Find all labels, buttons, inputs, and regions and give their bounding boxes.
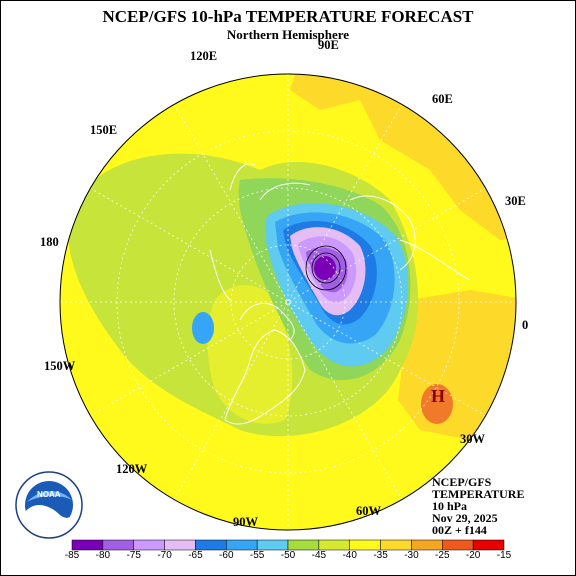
lon-label-30e: 30E — [505, 194, 526, 208]
lon-label-120w: 120W — [116, 462, 148, 476]
temperature-field — [60, 74, 516, 530]
lon-label-60e: 60E — [432, 92, 453, 106]
map-outline — [59, 73, 517, 531]
colorbar-swatch — [195, 539, 227, 551]
colorbar-swatch — [164, 539, 196, 551]
colorbar-tick-label: -60 — [219, 550, 234, 561]
lon-label-30w: 30W — [460, 432, 485, 446]
colorbar-tick-label: -45 — [311, 550, 327, 561]
colorbar-tick-label: -50 — [280, 550, 296, 561]
colorbar-tick-label: -40 — [342, 550, 357, 561]
colorbar-swatch — [380, 539, 412, 551]
colorbar-tick-label: -55 — [249, 550, 265, 561]
colorbar-tick-label: -20 — [465, 550, 481, 561]
warm-region-east — [398, 290, 516, 440]
lon-label-120e: 120E — [190, 49, 218, 63]
forecast-info: NCEP/GFS TEMPERATURE 10 hPa Nov 29, 2025… — [432, 476, 524, 536]
high-pressure-marker: H — [431, 386, 446, 406]
colorbar-swatch — [256, 539, 289, 551]
colorbar-tick-label: -85 — [64, 550, 80, 561]
colorbar-tick-label: -30 — [404, 550, 419, 561]
lon-label-150e: 150E — [90, 123, 118, 137]
lon-label-90e: 90E — [318, 38, 339, 52]
coastlines — [209, 163, 471, 425]
colorbar-tick-label: -25 — [435, 550, 450, 561]
lon-label-60w: 60W — [356, 504, 381, 518]
colorbar-swatch — [349, 539, 381, 551]
colorbar-swatch — [71, 539, 104, 551]
colorbar-tick-label: -75 — [126, 550, 141, 561]
colorbar-swatch — [287, 539, 320, 551]
colorbar-swatch — [102, 539, 134, 551]
lon-label-0: 0 — [522, 318, 529, 332]
colorbar-swatch — [442, 539, 474, 551]
lon-label-180: 180 — [40, 235, 59, 249]
colorbar-swatch — [318, 539, 350, 551]
chart-title: NCEP/GFS 10-hPa TEMPERATURE FORECAST — [102, 7, 474, 26]
noaa-logo-text: NOAA — [37, 490, 61, 499]
chart-subtitle: Northern Hemisphere — [226, 27, 350, 42]
colorbar-tick-label: -65 — [188, 550, 203, 561]
colorbar-swatch — [411, 539, 443, 551]
info-level: 10 hPa — [432, 499, 468, 513]
lon-label-150w: 150W — [44, 359, 76, 373]
cold-patch-west — [192, 312, 214, 344]
colorbar-tick-label: -80 — [95, 550, 111, 561]
info-date: Nov 29, 2025 — [432, 511, 498, 525]
cold-core — [314, 256, 336, 280]
info-variable: TEMPERATURE — [432, 487, 525, 501]
colorbar-swatch — [133, 539, 165, 551]
colorbar-tick-label: -15 — [496, 550, 512, 561]
contours — [305, 245, 347, 291]
warm-core-h — [421, 384, 453, 424]
colorbar — [71, 539, 505, 551]
graticule — [60, 74, 516, 530]
info-model: NCEP/GFS — [432, 475, 492, 489]
colorbar-swatch — [472, 539, 505, 551]
band-na-tongue — [207, 285, 293, 424]
colorbar-tick-label: -70 — [157, 550, 172, 561]
colorbar-swatch — [226, 539, 258, 551]
colorbar-tick-label: -35 — [373, 550, 388, 561]
info-forecast-hour: 00Z + f144 — [432, 523, 487, 537]
lon-label-90w: 90W — [233, 515, 258, 529]
